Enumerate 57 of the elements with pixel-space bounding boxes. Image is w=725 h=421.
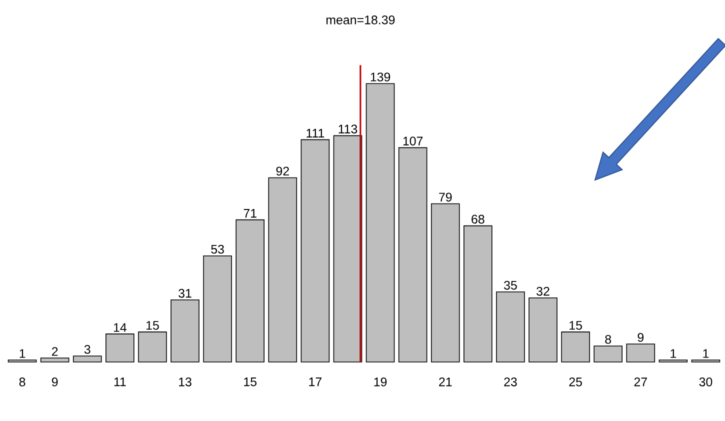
data-label: 111	[306, 128, 324, 138]
bar	[300, 139, 330, 362]
x-tick-label: 15	[244, 378, 256, 386]
x-tick-label: 8	[19, 378, 26, 386]
bar	[366, 83, 395, 362]
bar	[691, 360, 720, 362]
data-label: 9	[638, 332, 644, 342]
x-tick-label: 23	[504, 378, 517, 386]
data-label: 1	[670, 349, 676, 358]
bar	[203, 255, 232, 362]
data-label: 92	[276, 166, 289, 176]
text: mean=18.39	[326, 16, 395, 24]
data-label: 32	[536, 286, 550, 296]
data-label: 1	[703, 349, 709, 358]
bar	[430, 203, 460, 362]
data-label: 3	[84, 344, 90, 354]
bar	[8, 360, 37, 362]
x-tick-label: 17	[309, 378, 322, 386]
data-label: 31	[178, 288, 192, 298]
x-tick-label: 11	[114, 378, 126, 386]
bar	[138, 332, 167, 362]
x-tick-label: 13	[179, 378, 192, 386]
bar	[170, 300, 200, 362]
bar	[561, 332, 590, 362]
data-label: 14	[114, 323, 126, 332]
bar	[528, 298, 558, 362]
bar	[658, 360, 688, 362]
bar	[333, 135, 362, 362]
x-tick-label: 27	[634, 378, 647, 386]
data-label: 1	[20, 349, 26, 358]
data-label: 107	[403, 136, 423, 146]
bar	[594, 346, 623, 362]
data-label: 8	[605, 334, 612, 344]
data-label: 71	[244, 209, 256, 218]
data-label: 79	[439, 192, 452, 202]
data-label: 15	[146, 321, 159, 330]
bar	[464, 225, 492, 362]
x-tick-label: 30	[699, 378, 712, 386]
bar	[106, 334, 134, 362]
x-tick-label: 21	[439, 378, 452, 386]
data-label: 113	[338, 124, 358, 134]
data-label: 35	[504, 280, 517, 290]
data-label: 15	[570, 321, 582, 330]
bar	[626, 344, 656, 362]
data-label: 139	[370, 72, 390, 82]
bar	[398, 147, 428, 362]
x-tick-label: 9	[52, 378, 58, 386]
bar	[236, 219, 264, 362]
bar	[496, 292, 525, 362]
x-tick-label: 19	[374, 378, 387, 386]
bar	[72, 356, 102, 362]
bar	[40, 358, 70, 362]
data-label: 68	[472, 214, 484, 224]
data-label: 2	[52, 347, 58, 356]
bar	[268, 177, 298, 362]
x-tick-label: 25	[569, 378, 582, 386]
data-label: 53	[211, 244, 224, 254]
